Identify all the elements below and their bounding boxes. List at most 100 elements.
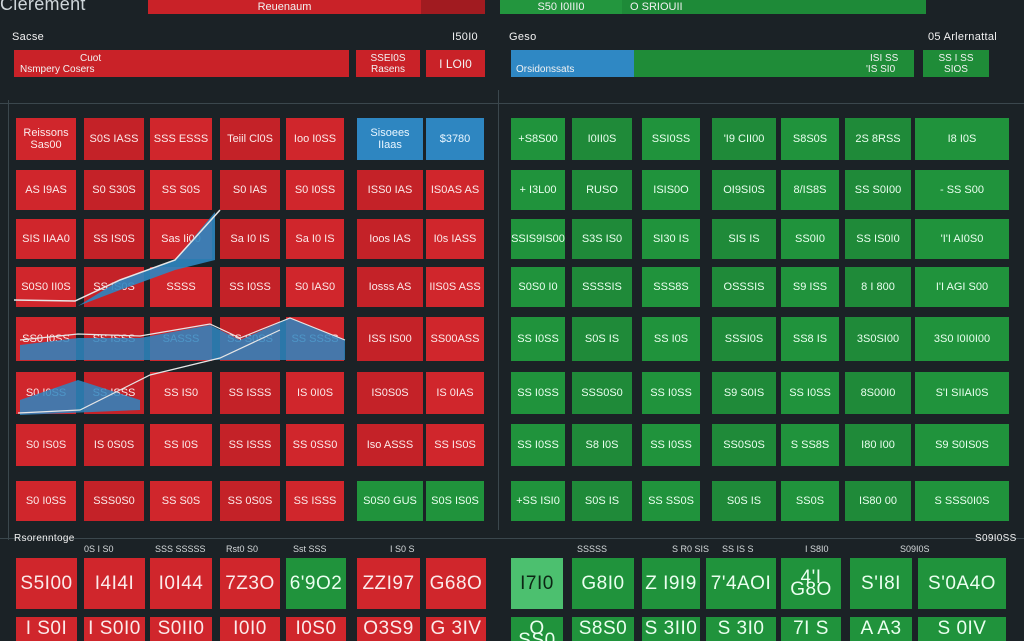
grid-tile[interactable]: IIS0S ASS (426, 267, 484, 307)
value-tile[interactable]: G8I0 (572, 558, 634, 609)
grid-tile[interactable]: S0S IS (572, 481, 632, 521)
grid-tile[interactable]: ISS0 IAS (357, 170, 423, 210)
grid-tile[interactable]: SS I0SS (511, 372, 565, 414)
value-tile[interactable]: 7I S (781, 617, 841, 641)
grid-tile[interactable]: SS I0SS (642, 424, 700, 466)
value-tile[interactable]: ZZI97 (357, 558, 420, 609)
grid-tile[interactable]: ISS IS00 (357, 317, 423, 361)
grid-tile[interactable]: +SS ISI0 (511, 481, 565, 521)
grid-tile[interactable]: SIS IS (712, 219, 776, 259)
value-tile[interactable]: S'0A4O (918, 558, 1006, 609)
right-panel-bar-blue[interactable]: Orsidonssats (511, 50, 634, 77)
grid-tile[interactable]: SSS8S (642, 267, 700, 307)
red-header-tab[interactable]: Reuenaum (148, 0, 421, 14)
grid-tile[interactable]: SS0I0 (781, 219, 839, 259)
grid-tile[interactable]: SS S0S (150, 481, 212, 521)
grid-tile[interactable]: SS I0SS (511, 317, 565, 361)
grid-tile[interactable]: S9 ISS (781, 267, 839, 307)
grid-tile[interactable]: - SS S00 (915, 170, 1009, 210)
grid-tile[interactable]: S8 I0S (572, 424, 632, 466)
value-tile[interactable]: O3S9 (357, 617, 420, 641)
grid-tile[interactable]: SSS0S0 (84, 481, 144, 521)
grid-tile[interactable]: SS I0SS (781, 372, 839, 414)
grid-tile[interactable]: SSSS (150, 267, 212, 307)
grid-tile[interactable]: SS 0SS0 (286, 424, 344, 466)
green-header-tab-right[interactable]: O SRIOUII (622, 0, 926, 14)
value-tile[interactable]: G68O (426, 558, 486, 609)
grid-tile[interactable]: SS IS0 (150, 372, 212, 414)
grid-tile[interactable]: SSS ESSS (150, 118, 212, 160)
grid-tile[interactable]: S SSS0I0S (915, 481, 1009, 521)
grid-tile[interactable]: S9 S0IS0S (915, 424, 1009, 466)
grid-tile[interactable]: Ioo I0SS (286, 118, 344, 160)
value-tile[interactable]: O SS0 (511, 617, 563, 641)
grid-tile[interactable]: SS00ASS (426, 317, 484, 361)
grid-tile[interactable]: SS SS0S (642, 481, 700, 521)
grid-tile[interactable]: ISIS0O (642, 170, 700, 210)
grid-tile[interactable]: SSI0SS (642, 118, 700, 160)
grid-tile[interactable]: 8/IS8S (781, 170, 839, 210)
grid-tile[interactable]: S0S IASS (84, 118, 144, 160)
grid-tile[interactable]: I80 I00 (845, 424, 911, 466)
grid-tile[interactable]: S SS8S (781, 424, 839, 466)
grid-tile[interactable]: $3780 (426, 118, 484, 160)
value-tile[interactable]: G 3IV (426, 617, 486, 641)
grid-tile[interactable]: SS I0S (642, 317, 700, 361)
grid-tile[interactable]: IS 0S0S (84, 424, 144, 466)
grid-tile[interactable]: SSSI0S (712, 317, 776, 361)
grid-tile[interactable]: IS80 00 (845, 481, 911, 521)
value-tile[interactable]: S 3I0 (706, 617, 776, 641)
grid-tile[interactable]: I0II0S (572, 118, 632, 160)
value-tile[interactable]: S 3II0 (642, 617, 700, 641)
grid-tile[interactable]: S0 I0SS (16, 481, 76, 521)
grid-tile[interactable]: 2S 8RSS (845, 118, 911, 160)
value-tile[interactable]: I0I44 (150, 558, 212, 609)
value-tile[interactable]: 6'9O2 (286, 558, 346, 609)
grid-tile[interactable]: S0 IAS (220, 170, 280, 210)
grid-tile[interactable]: S0 S30S (84, 170, 144, 210)
grid-tile[interactable]: RUSO (572, 170, 632, 210)
grid-tile[interactable]: IS 0I0S (286, 372, 344, 414)
grid-tile[interactable]: Sisoees IIaas (357, 118, 423, 160)
grid-tile[interactable]: 8 I 800 (845, 267, 911, 307)
value-tile[interactable]: I S0I (16, 617, 77, 641)
grid-tile[interactable]: IS 0IAS (426, 372, 484, 414)
grid-tile[interactable]: SS I0S (150, 424, 212, 466)
grid-tile[interactable]: IS0S0S (357, 372, 423, 414)
grid-tile[interactable]: SSSSIS (572, 267, 632, 307)
grid-tile[interactable]: I0s IASS (426, 219, 484, 259)
grid-tile[interactable]: Iosss AS (357, 267, 423, 307)
grid-tile[interactable]: I'I AGI S00 (915, 267, 1009, 307)
right-panel-tag-2[interactable]: SS I SS SIOS (923, 50, 989, 77)
value-tile[interactable]: I0S0 (286, 617, 346, 641)
value-tile[interactable]: S8S0 (572, 617, 634, 641)
grid-tile[interactable]: Iso ASSS (357, 424, 423, 466)
grid-tile[interactable]: 'I9 CII00 (712, 118, 776, 160)
value-tile[interactable]: 7Z3O (220, 558, 280, 609)
grid-tile[interactable]: S0 IAS0 (286, 267, 344, 307)
grid-tile[interactable]: SS0S0S (712, 424, 776, 466)
value-tile[interactable]: I7I0 (511, 558, 563, 609)
grid-tile[interactable]: OI9SI0S (712, 170, 776, 210)
grid-tile[interactable]: SS IS0I0 (845, 219, 911, 259)
grid-tile[interactable]: S0S IS (572, 317, 632, 361)
grid-tile[interactable]: S0S0 I0 (511, 267, 565, 307)
grid-tile[interactable]: S8S0S (781, 118, 839, 160)
value-tile[interactable]: S5I00 (16, 558, 77, 609)
value-tile[interactable]: I4I4I (84, 558, 145, 609)
left-panel-tag-1[interactable]: SSEI0S Rasens (356, 50, 420, 77)
grid-tile[interactable]: SS I0SS (642, 372, 700, 414)
grid-tile[interactable]: S0S0 GUS (357, 481, 423, 521)
grid-tile[interactable]: SIS IIAA0 (16, 219, 76, 259)
grid-tile[interactable]: SS I0SS (220, 267, 280, 307)
grid-tile[interactable]: SS IS0S (84, 219, 144, 259)
grid-tile[interactable]: SS 0S0S (220, 481, 280, 521)
grid-tile[interactable]: SS ISSS (220, 372, 280, 414)
grid-tile[interactable]: Sa I0 IS (286, 219, 344, 259)
value-tile[interactable]: S 0IV (918, 617, 1006, 641)
grid-tile[interactable]: 'I'I AI0S0 (915, 219, 1009, 259)
grid-tile[interactable]: Ioos IAS (357, 219, 423, 259)
grid-tile[interactable]: SSIS9IS00 (511, 219, 565, 259)
grid-tile[interactable]: SSS0S0 (572, 372, 632, 414)
value-tile[interactable]: Z I9I9 (642, 558, 700, 609)
